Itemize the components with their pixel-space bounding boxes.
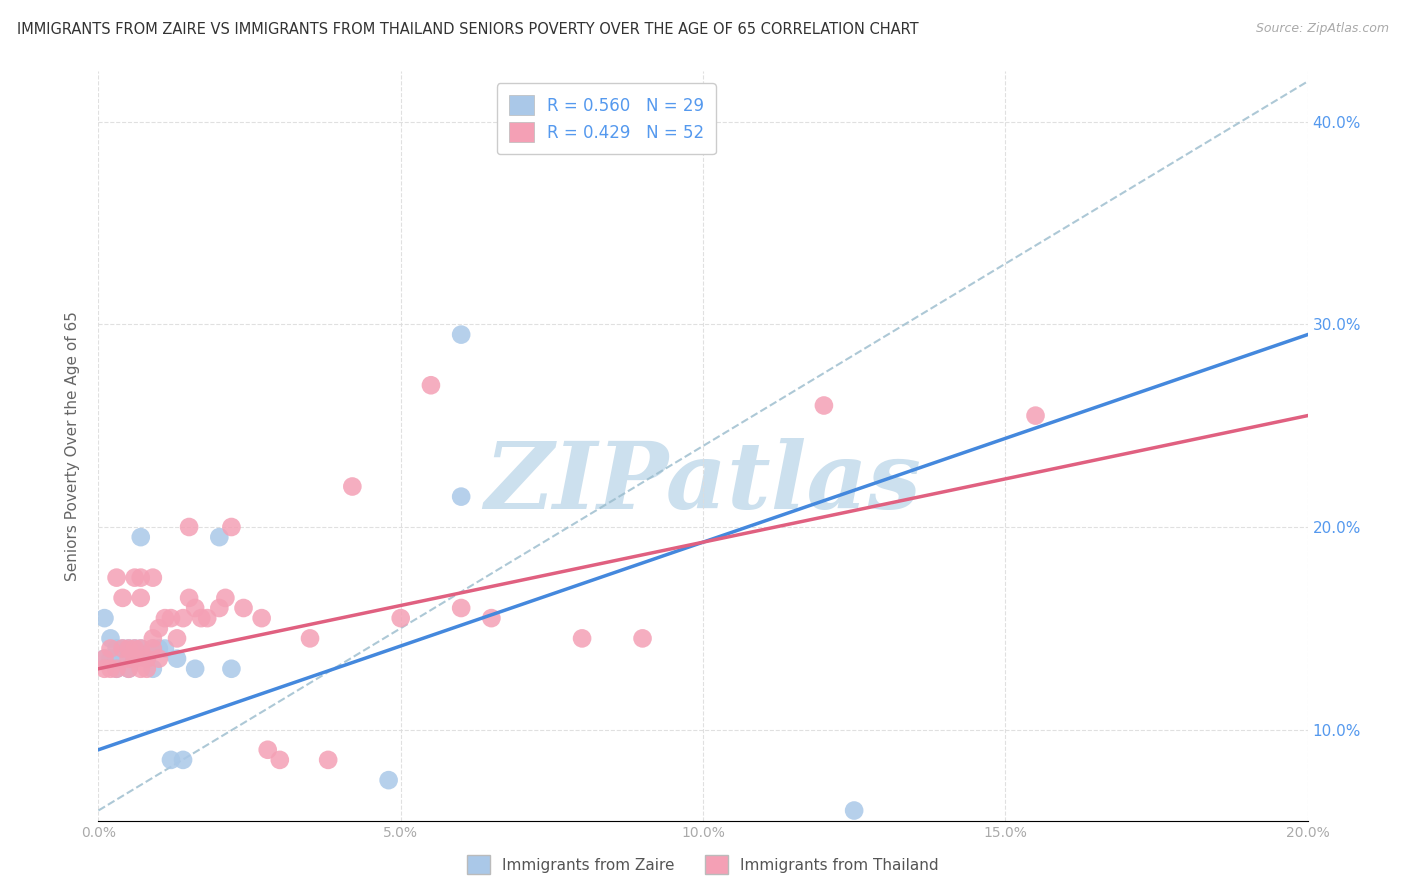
Point — [105, 571, 128, 585]
Point — [124, 651, 146, 665]
Point — [105, 662, 128, 676]
Point — [118, 641, 141, 656]
Point — [389, 611, 412, 625]
Point — [129, 641, 152, 656]
Point — [118, 641, 141, 656]
Point — [129, 530, 152, 544]
Point — [129, 641, 152, 656]
Point — [142, 662, 165, 676]
Point — [118, 662, 141, 676]
Point — [250, 611, 273, 625]
Point — [195, 611, 218, 625]
Point — [153, 641, 176, 656]
Point — [208, 530, 231, 544]
Point — [124, 651, 146, 665]
Point — [450, 327, 472, 342]
Point — [124, 641, 146, 656]
Point — [118, 662, 141, 676]
Point — [111, 641, 134, 656]
Point — [420, 378, 443, 392]
Point — [179, 591, 201, 605]
Point — [142, 641, 165, 656]
Point — [129, 591, 152, 605]
Point — [93, 651, 115, 665]
Point — [190, 611, 212, 625]
Point — [118, 651, 141, 665]
Point — [221, 520, 243, 534]
Point — [160, 611, 183, 625]
Point — [184, 662, 207, 676]
Point — [184, 601, 207, 615]
Point — [153, 611, 176, 625]
Point — [111, 651, 134, 665]
Point — [208, 601, 231, 615]
Point — [450, 490, 472, 504]
Point — [129, 571, 152, 585]
Point — [316, 753, 339, 767]
Legend: R = 0.560   N = 29, R = 0.429   N = 52: R = 0.560 N = 29, R = 0.429 N = 52 — [496, 84, 716, 154]
Point — [93, 662, 115, 676]
Point — [813, 399, 835, 413]
Point — [166, 651, 188, 665]
Point — [166, 632, 188, 646]
Point — [179, 520, 201, 534]
Point — [631, 632, 654, 646]
Text: ZIPatlas: ZIPatlas — [485, 439, 921, 528]
Point — [342, 479, 364, 493]
Point — [148, 641, 170, 656]
Point — [269, 753, 291, 767]
Point — [100, 662, 122, 676]
Point — [160, 753, 183, 767]
Point — [844, 804, 866, 818]
Point — [100, 641, 122, 656]
Point — [105, 641, 128, 656]
Point — [232, 601, 254, 615]
Point — [100, 651, 122, 665]
Point — [1024, 409, 1046, 423]
Point — [124, 571, 146, 585]
Point — [135, 651, 157, 665]
Text: IMMIGRANTS FROM ZAIRE VS IMMIGRANTS FROM THAILAND SENIORS POVERTY OVER THE AGE O: IMMIGRANTS FROM ZAIRE VS IMMIGRANTS FROM… — [17, 22, 918, 37]
Point — [135, 651, 157, 665]
Point — [93, 651, 115, 665]
Point — [256, 743, 278, 757]
Point — [571, 632, 593, 646]
Legend: Immigrants from Zaire, Immigrants from Thailand: Immigrants from Zaire, Immigrants from T… — [461, 849, 945, 880]
Point — [111, 641, 134, 656]
Point — [481, 611, 503, 625]
Point — [135, 662, 157, 676]
Point — [172, 611, 194, 625]
Point — [142, 571, 165, 585]
Point — [142, 641, 165, 656]
Point — [172, 753, 194, 767]
Point — [148, 651, 170, 665]
Point — [100, 632, 122, 646]
Point — [299, 632, 322, 646]
Point — [142, 632, 165, 646]
Point — [124, 641, 146, 656]
Point — [111, 591, 134, 605]
Point — [377, 773, 399, 788]
Point — [450, 601, 472, 615]
Point — [148, 621, 170, 635]
Point — [221, 662, 243, 676]
Point — [105, 662, 128, 676]
Point — [214, 591, 236, 605]
Y-axis label: Seniors Poverty Over the Age of 65: Seniors Poverty Over the Age of 65 — [65, 311, 80, 581]
Point — [93, 611, 115, 625]
Point — [129, 662, 152, 676]
Text: Source: ZipAtlas.com: Source: ZipAtlas.com — [1256, 22, 1389, 36]
